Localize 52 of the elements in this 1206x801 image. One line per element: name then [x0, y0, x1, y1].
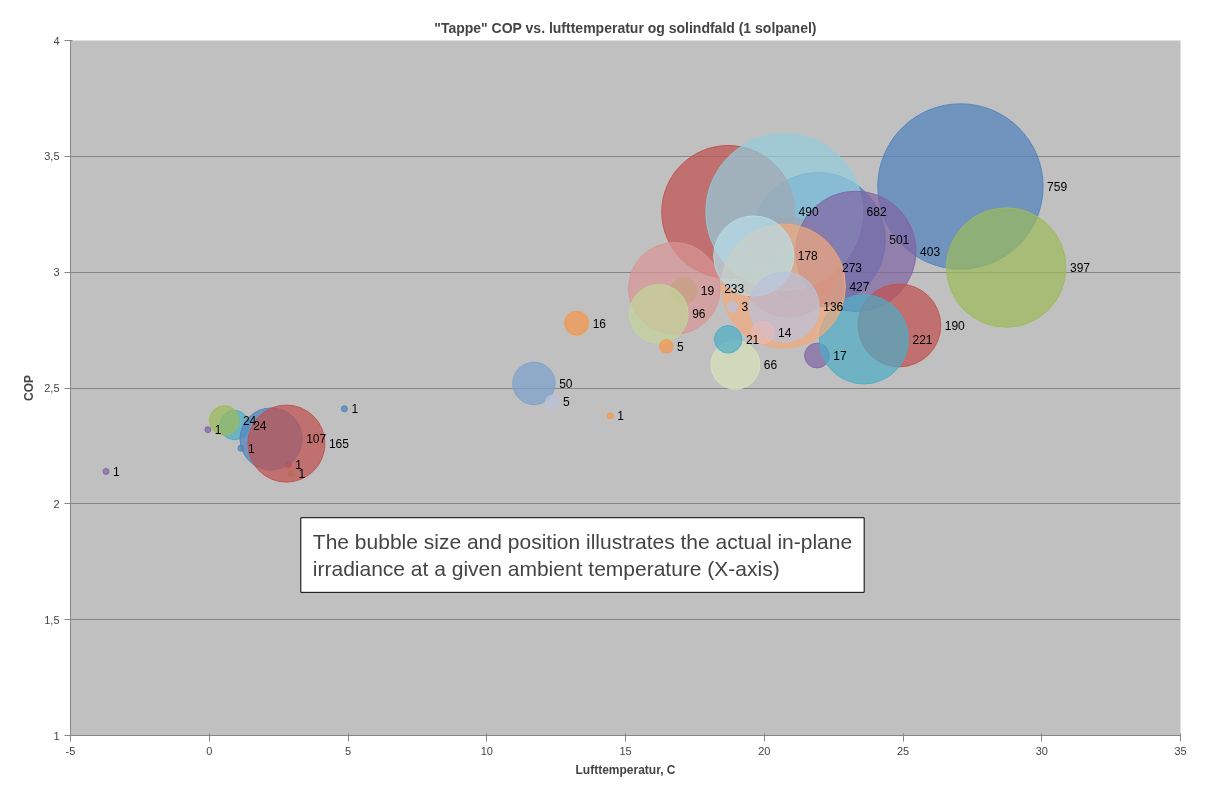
x-tick-label: 5 [344, 744, 352, 757]
data-label: 1 [247, 441, 255, 456]
data-label: 136 [823, 300, 844, 315]
data-label: 1 [214, 423, 222, 438]
data-label: 14 [778, 325, 792, 340]
data-label: 1 [617, 409, 625, 424]
data-label: 178 [797, 249, 819, 264]
x-tick-label: 10 [480, 744, 493, 757]
data-label: 1 [113, 464, 121, 479]
data-label: 66 [763, 358, 778, 373]
data-label: 5 [677, 339, 684, 354]
data-label: 501 [889, 233, 910, 248]
data-label: 233 [724, 281, 745, 296]
y-tick-label: 3,5 [44, 150, 60, 163]
data-label: 759 [1047, 179, 1068, 194]
y-tick-label: 1 [53, 729, 60, 742]
data-label: 490 [798, 205, 819, 220]
x-tick-label: 20 [758, 744, 771, 757]
data-label: 21 [745, 332, 760, 347]
x-axis-title: Lufttemperatur, C [575, 762, 676, 777]
data-label: 3 [741, 300, 749, 315]
x-tick-label: 30 [1035, 744, 1048, 757]
data-label: 682 [866, 205, 887, 220]
data-label: 16 [592, 316, 607, 331]
y-tick-label: 4 [53, 34, 60, 47]
x-tick-label: 35 [1174, 744, 1187, 757]
data-label: 403 [920, 244, 941, 259]
data-label: 1 [298, 467, 306, 482]
data-label: 1 [351, 402, 359, 417]
data-label: 273 [841, 261, 863, 276]
y-tick-label: 1,5 [44, 613, 60, 626]
data-label: 190 [944, 318, 966, 333]
x-tick-label: 25 [896, 744, 910, 757]
data-label: 165 [328, 437, 350, 452]
annotation: The bubble size and position illustrates the actual in-plane irradiance at a given ambient temperature (X-axis) [312, 529, 853, 581]
data-label: 107 [306, 432, 327, 447]
data-label: 17 [833, 349, 848, 364]
x-tick-label: -5 [65, 744, 76, 757]
data-label: 19 [700, 284, 715, 299]
y-tick-label: 2 [53, 497, 60, 510]
y-tick-label: 2,5 [44, 382, 60, 394]
data-label: 5 [562, 395, 570, 410]
data-label: 50 [559, 376, 573, 391]
data-label: 397 [1070, 261, 1091, 276]
y-tick-label: 3 [53, 266, 60, 279]
y-axis-title: COP [22, 374, 37, 401]
data-label: 427 [849, 279, 870, 294]
data-label: 221 [912, 332, 933, 347]
data-label: 96 [692, 307, 706, 322]
x-tick-label: 15 [619, 744, 632, 757]
x-tick-label: 0 [206, 744, 213, 757]
chart-title: "Tappe" COP vs. lufttemperatur og solindfald (1 solpanel) [434, 19, 817, 36]
